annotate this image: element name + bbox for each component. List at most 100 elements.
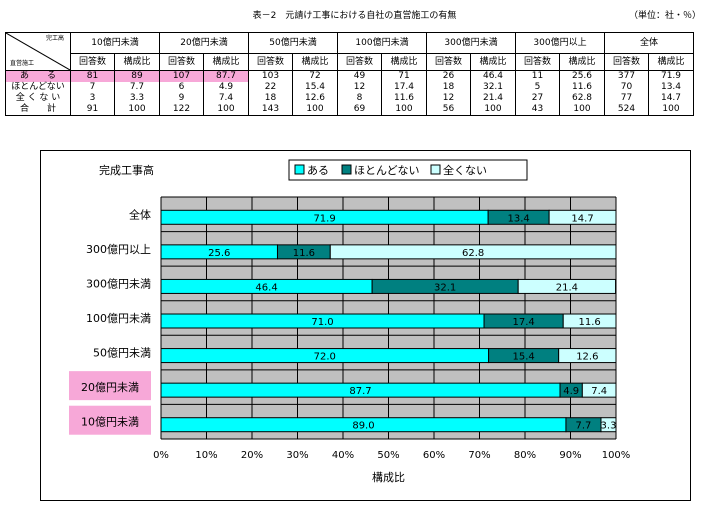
table-cell: 100 — [648, 104, 694, 116]
table-cell: 7.4 — [203, 93, 249, 104]
col-header: 構成比 — [470, 53, 516, 71]
x-tick-label: 90% — [559, 450, 581, 461]
table-cell: 81 — [70, 70, 115, 82]
table-cell: 62.8 — [559, 93, 605, 104]
table-cell: 87.7 — [203, 70, 249, 82]
table-cell: 12 — [426, 93, 471, 104]
table-cell: 27 — [515, 93, 560, 104]
col-header: 構成比 — [292, 53, 338, 71]
group-header: 20億円未満 — [159, 32, 249, 54]
table-cell: 3.3 — [114, 93, 160, 104]
legend-label: ある — [307, 164, 329, 177]
stacked-bar-chart: 0% 10% 20% 30% 40% 50% 60% 70% 80% 90% 100% 構成比 71.9… — [69, 159, 630, 484]
table-cell: 4.9 — [203, 82, 249, 93]
data-label: 4.9 — [563, 386, 579, 397]
table-cell: 69 — [337, 104, 382, 116]
table-cell: 143 — [248, 104, 293, 116]
group-header: 全体 — [604, 32, 694, 54]
data-label: 32.1 — [434, 282, 456, 293]
row-label: あ る — [5, 70, 71, 82]
legend-swatch — [294, 164, 305, 175]
col-header: 構成比 — [648, 53, 694, 71]
data-label: 87.7 — [349, 386, 371, 397]
corner-bottom-label: 直営施工 — [10, 60, 35, 67]
row-label: 合 計 — [5, 104, 71, 116]
data-label: 25.6 — [208, 248, 230, 259]
table-cell: 12 — [337, 82, 382, 93]
table-cell: 12.6 — [292, 93, 338, 104]
table-cell: 13.4 — [648, 82, 694, 93]
x-tick-label: 0% — [153, 450, 169, 461]
category-label: 全体 — [129, 207, 151, 221]
table-cell: 22 — [248, 82, 293, 93]
data-label: 89.0 — [352, 421, 374, 432]
x-tick-label: 80% — [514, 450, 536, 461]
x-tick-label: 40% — [332, 450, 354, 461]
col-header: 回答数 — [337, 53, 382, 71]
bar-segment — [581, 382, 617, 398]
x-tick-label: 70% — [468, 450, 490, 461]
table-cell: 6 — [159, 82, 204, 93]
col-header: 構成比 — [559, 53, 605, 71]
table-cell: 32.1 — [470, 82, 516, 93]
col-header: 構成比 — [203, 53, 249, 71]
table-cell: 17.4 — [381, 82, 427, 93]
data-label: 11.6 — [293, 248, 315, 259]
data-label: 13.4 — [507, 213, 529, 224]
chart-title: 完成工事高 — [99, 163, 154, 177]
bar-segment — [558, 348, 617, 364]
data-label: 7.7 — [576, 421, 592, 432]
col-header: 構成比 — [114, 53, 160, 71]
table-title: 表－2 元請け工事における自社の直営施工の有無 — [252, 11, 457, 21]
category-label: 20億円未満 — [81, 381, 139, 394]
data-label: 15.4 — [513, 352, 535, 363]
table-cell: 3 — [70, 93, 115, 104]
table-cell: 9 — [159, 93, 204, 104]
table-cell: 49 — [337, 70, 382, 82]
table-cell: 70 — [604, 82, 649, 93]
table-cell: 524 — [604, 104, 649, 116]
table-cell: 21.4 — [470, 93, 516, 104]
table-cell: 26 — [426, 70, 471, 82]
bar-segment — [562, 313, 617, 329]
col-header: 回答数 — [515, 53, 560, 71]
category-label: 100億円未満 — [86, 312, 151, 325]
group-header: 100億円未満 — [337, 32, 427, 54]
table-cell: 43 — [515, 104, 560, 116]
bar-segment — [548, 209, 617, 225]
data-label: 12.6 — [576, 352, 598, 363]
data-label: 71.9 — [313, 213, 335, 224]
table-cell: 77 — [604, 93, 649, 104]
table-cell: 46.4 — [470, 70, 516, 82]
col-header: 回答数 — [70, 53, 115, 71]
table-cell: 100 — [559, 104, 605, 116]
data-label: 7.4 — [591, 386, 607, 397]
x-tick-label: 10% — [195, 450, 217, 461]
col-header: 回答数 — [159, 53, 204, 71]
table-cell: 100 — [114, 104, 160, 116]
data-label: 14.7 — [571, 213, 593, 224]
table-row: 合 計 91 100 122 100 143 100 69 100 56 100… — [5, 104, 694, 116]
chart-area: 0% 10% 20% 30% 40% 50% 60% 70% 80% 90% 100% 構成比 71.9… — [40, 150, 691, 501]
x-axis-label: 構成比 — [372, 471, 405, 484]
table-cell: 377 — [604, 70, 649, 82]
table-cell: 14.7 — [648, 93, 694, 104]
table-row: あ る 81 89 107 87.7 103 72 49 71 26 46.4 … — [5, 70, 694, 82]
table-cell: 11.6 — [381, 93, 427, 104]
table-cell: 103 — [248, 70, 293, 82]
data-label: 71.0 — [311, 317, 333, 328]
category-highlight — [69, 371, 151, 401]
table-cell: 25.6 — [559, 70, 605, 82]
col-header: 回答数 — [248, 53, 293, 71]
data-label: 21.4 — [556, 282, 578, 293]
legend-swatch — [341, 164, 352, 175]
table-cell: 7.7 — [114, 82, 160, 93]
table-cell: 89 — [114, 70, 160, 82]
x-tick-label: 50% — [377, 450, 399, 461]
table-row: ほとんどない 7 7.7 6 4.9 22 15.4 12 17.4 18 32… — [5, 82, 694, 93]
table-row: 全 く な い 3 3.3 9 7.4 18 12.6 8 11.6 12 21… — [5, 93, 694, 104]
category-label: 300億円以上 — [86, 243, 151, 256]
group-header: 50億円未満 — [248, 32, 338, 54]
data-label: 72.0 — [314, 352, 336, 363]
category-highlight — [69, 405, 151, 435]
